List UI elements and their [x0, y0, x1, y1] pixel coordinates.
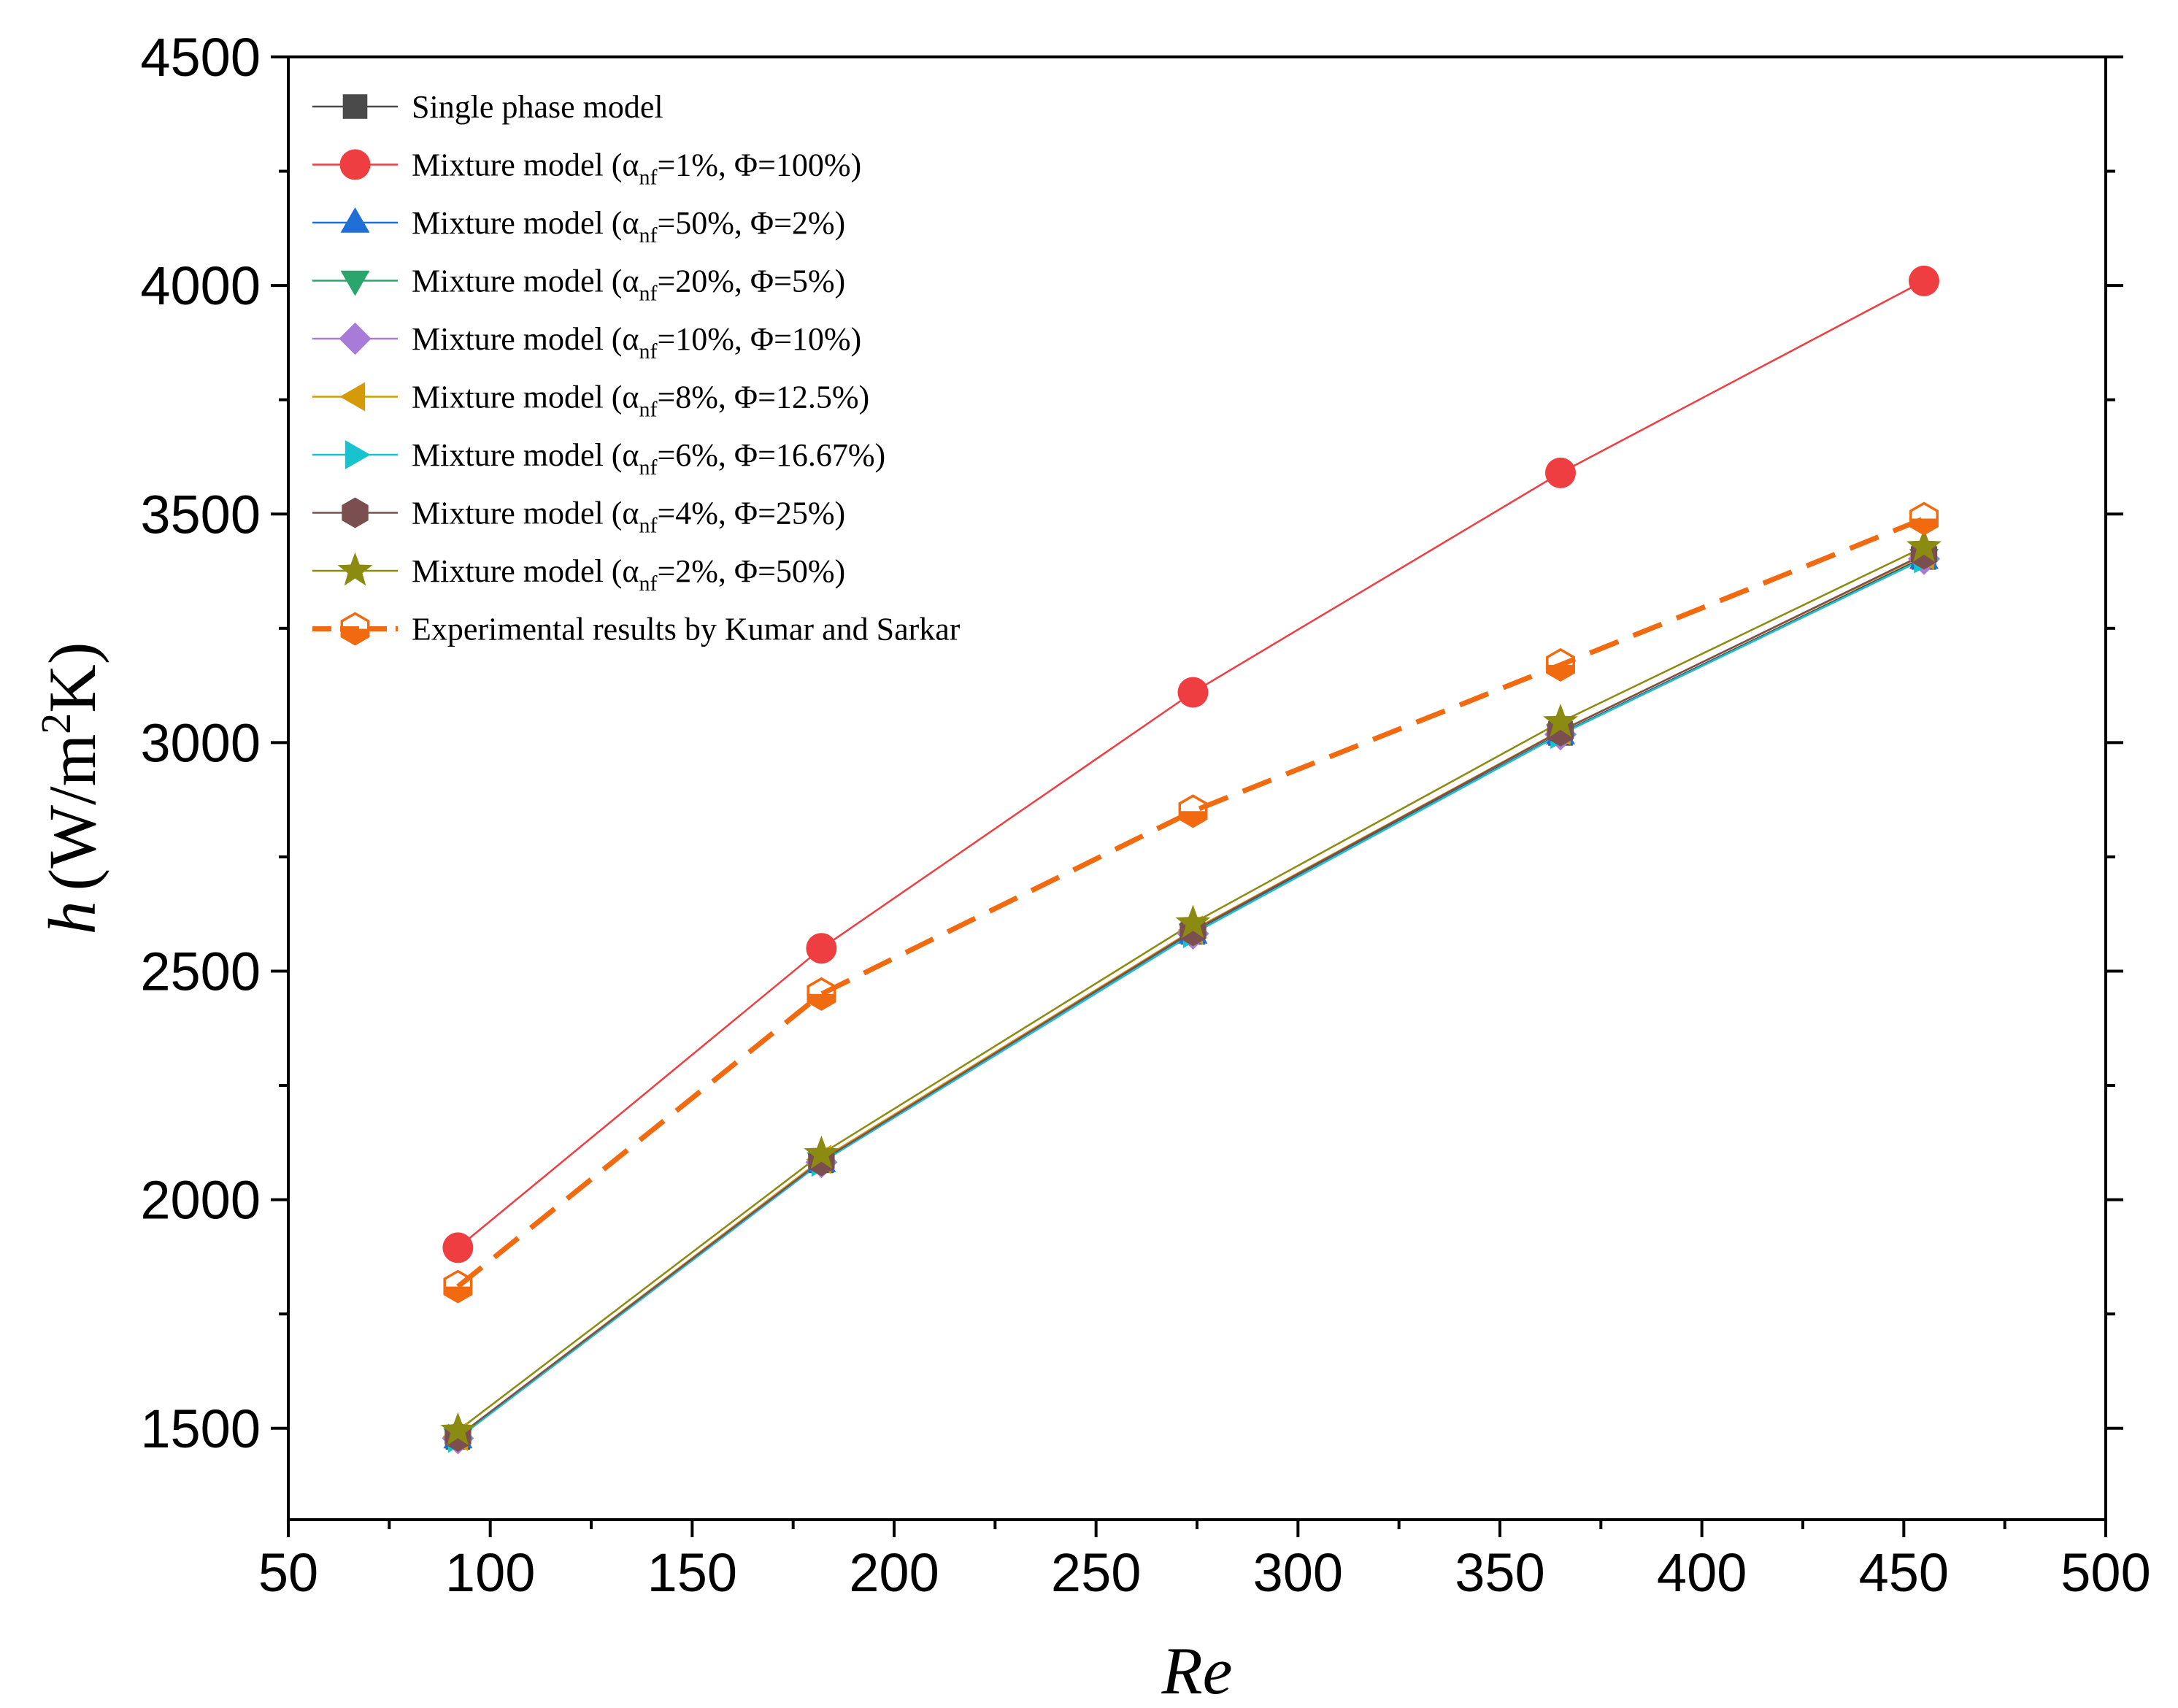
series-8-point — [1175, 904, 1211, 939]
y-tick-label: 4500 — [140, 27, 261, 88]
y-axis-title-units-end: K) — [35, 642, 109, 713]
x-tick-label: 400 — [1657, 1542, 1747, 1603]
x-tick-label: 200 — [849, 1542, 939, 1603]
series-9-point — [1178, 794, 1208, 828]
series-1-point — [442, 1232, 474, 1263]
series-9-point — [1546, 647, 1575, 682]
legend-entry-4: Mixture model (αnf=10%, Φ=10%) — [412, 321, 861, 363]
y-tick-label: 1500 — [140, 1399, 261, 1459]
legend-entry-8: Mixture model (αnf=2%, Φ=50%) — [412, 553, 845, 596]
series-9-point — [807, 977, 836, 1011]
series-9-point — [443, 1269, 473, 1304]
series-1-point — [1909, 265, 1939, 296]
x-tick-label: 300 — [1253, 1542, 1343, 1603]
x-tick-label: 250 — [1051, 1542, 1141, 1603]
legend-swatch-marker — [337, 552, 373, 586]
legend-entry-3: Mixture model (αnf=20%, Φ=5%) — [412, 263, 845, 306]
series-line-1 — [457, 280, 1925, 1249]
series-line-9 — [456, 516, 1925, 1289]
series-9-point — [1909, 501, 1939, 536]
legend: Single phase model Mixture model (αnf=1%,… — [312, 89, 961, 647]
legend-swatch-marker — [339, 322, 372, 355]
y-axis-title-symbol: h — [35, 901, 109, 934]
y-axis-title-superscript: 2 — [32, 713, 80, 734]
axis-ticks: 50 100 150 200 250 300 350 400 450 500 1500 2000 250… — [140, 27, 2150, 1603]
legend-entry-6: Mixture model (αnf=6%, Φ=16.67%) — [412, 437, 885, 480]
series-markers — [440, 265, 1942, 1455]
x-tick-label: 100 — [445, 1542, 535, 1603]
series-8-point — [440, 1412, 476, 1446]
legend-entry-2: Mixture model (αnf=50%, Φ=2%) — [412, 205, 845, 247]
series-1-point — [1177, 677, 1209, 708]
x-tick-label: 50 — [258, 1542, 318, 1603]
series-8-point — [1906, 528, 1942, 562]
y-tick-label: 2000 — [140, 1170, 261, 1231]
legend-swatch-marker — [339, 149, 371, 180]
x-tick-label: 450 — [1859, 1542, 1949, 1603]
y-axis-title: h (W/m2K) — [32, 642, 109, 935]
legend-swatch-marker — [339, 382, 366, 412]
legend-entry-5: Mixture model (αnf=8%, Φ=12.5%) — [412, 380, 869, 422]
series-8-point — [804, 1135, 839, 1169]
x-axis-title: Re — [1161, 1634, 1232, 1708]
x-tick-label: 150 — [647, 1542, 737, 1603]
series-1-point — [1545, 457, 1576, 488]
x-tick-label: 500 — [2060, 1542, 2150, 1603]
y-tick-label: 3000 — [140, 712, 261, 773]
legend-swatch-marker — [345, 440, 371, 469]
legend-swatch-marker — [340, 207, 370, 233]
y-axis-title-units: (W/m — [35, 734, 109, 891]
legend-swatch-marker — [340, 612, 370, 646]
y-tick-label: 3500 — [140, 484, 261, 545]
legend-entry-1: Mixture model (αnf=1%, Φ=100%) — [412, 147, 861, 190]
y-tick-label: 4000 — [140, 255, 261, 316]
series-1-point — [806, 933, 837, 964]
legend-swatch-marker — [342, 94, 368, 119]
legend-entry-0: Single phase model — [412, 89, 663, 125]
legend-entry-9: Experimental results by Kumar and Sarkar — [412, 612, 961, 647]
legend-entry-7: Mixture model (αnf=4%, Φ=25%) — [412, 496, 845, 538]
y-tick-label: 2500 — [140, 942, 261, 1002]
legend-swatch-marker — [340, 270, 370, 296]
legend-swatch-marker — [342, 497, 369, 528]
x-tick-label: 350 — [1455, 1542, 1544, 1603]
series-8-point — [1543, 704, 1578, 737]
